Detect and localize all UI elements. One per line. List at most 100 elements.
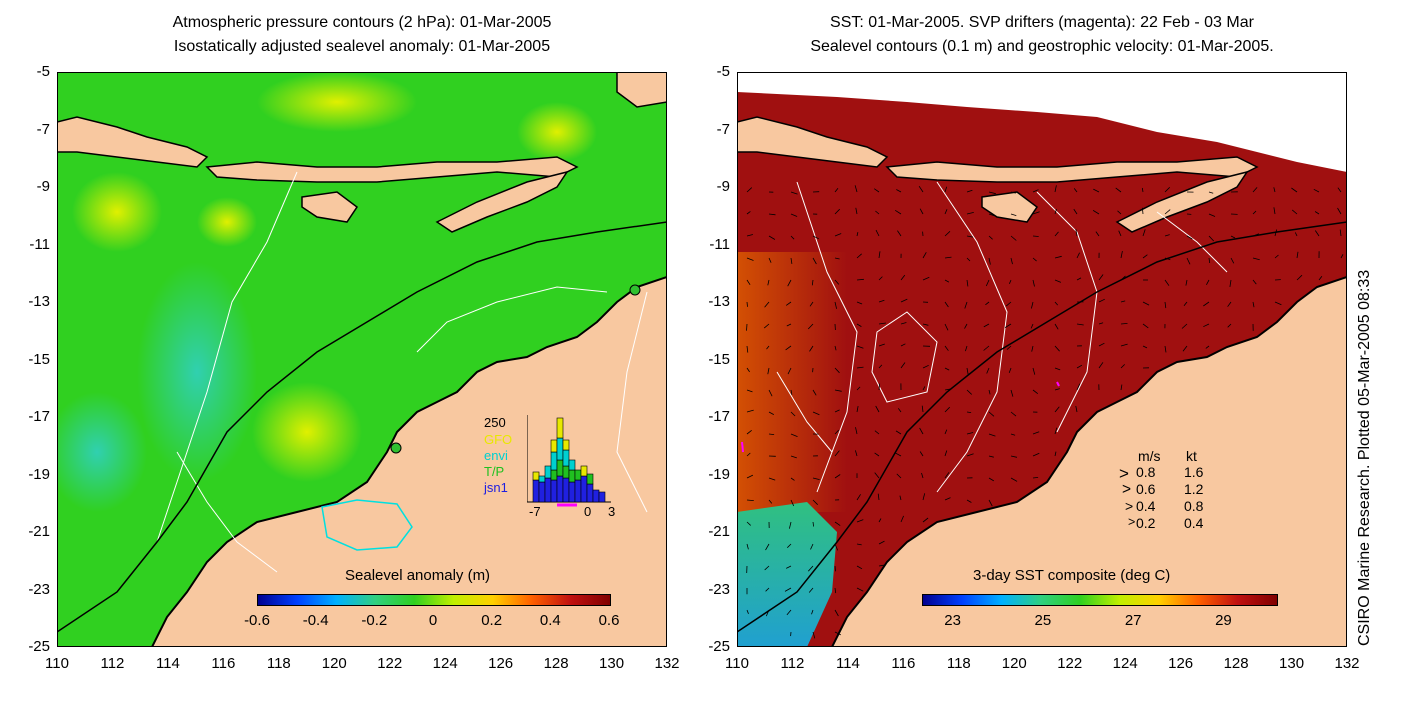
velocity-arrow: [922, 364, 929, 369]
velocity-arrow: [1073, 208, 1078, 215]
velocity-arrow: [896, 189, 902, 193]
velocity-arrow: [1054, 301, 1059, 306]
velocity-arrow: [746, 345, 749, 353]
velocity-arrow: [1004, 323, 1012, 328]
velocity-arrow: [786, 323, 792, 327]
velocity-arrow: [1010, 191, 1016, 194]
velocity-arrow: [787, 543, 792, 548]
velocity-arrow: [1164, 187, 1170, 193]
velocity-arrow: [988, 433, 996, 437]
velocity-arrow: [1054, 451, 1057, 457]
velocity-arrow: [812, 521, 814, 527]
land-north-island: [616, 72, 667, 108]
velocity-arrow: [786, 609, 792, 616]
velocity-arrow: [834, 521, 841, 526]
colorbar-tick-label: 0: [428, 612, 438, 629]
sealevel-contour-1: [796, 181, 858, 493]
velocity-arrow: [1120, 364, 1125, 369]
velocity-arrow: [746, 521, 751, 526]
velocity-arrow: [834, 188, 839, 193]
velocity-arrow: [1252, 301, 1255, 308]
velocity-arrow: [768, 235, 776, 240]
velocity-arrow: [900, 515, 904, 523]
velocity-arrow: [875, 229, 880, 237]
velocity-arrow: [1120, 343, 1128, 347]
velocity-arrow: [1208, 213, 1216, 217]
velocity-arrow: [988, 411, 995, 417]
x-tick-label: 114: [835, 655, 860, 672]
velocity-arrow: [878, 364, 883, 369]
velocity-arrow: [1229, 279, 1232, 287]
velocity-arrow: [1054, 345, 1060, 352]
y-tick-label: -7: [716, 120, 730, 138]
colorbar-tick-label: 23: [944, 612, 961, 629]
velocity-arrow: [1075, 405, 1078, 413]
velocity-arrow: [784, 587, 792, 592]
velocity-arrow: [1031, 345, 1034, 352]
velocity-arrow: [765, 543, 770, 551]
histogram-bars: [532, 417, 606, 503]
velocity-arrow: [808, 565, 814, 572]
velocity-arrow: [1010, 213, 1017, 216]
velocity-arrow: [856, 543, 862, 546]
velocity-arrow: [812, 499, 818, 505]
velocity-arrow: [944, 279, 950, 283]
x-tick-label: 122: [377, 655, 403, 672]
velocity-scale-arrow: >: [1128, 515, 1136, 529]
velocity-arrow: [964, 301, 968, 309]
velocity-arrow: [944, 231, 951, 237]
velocity-arrow: [1274, 301, 1282, 306]
station-marker-2: [629, 284, 641, 296]
velocity-arrow: [944, 388, 952, 391]
velocity-arrow: [746, 389, 753, 393]
velocity-arrow: [856, 565, 863, 570]
histogram-legend-item: T/P: [484, 464, 505, 479]
y-tick-label: -17: [28, 408, 50, 425]
velocity-arrow: [1164, 209, 1171, 215]
histogram-x-tick: -7: [529, 504, 541, 519]
land-java: [57, 116, 209, 168]
velocity-arrow: [1208, 257, 1211, 264]
y-tick-label: -25: [28, 638, 50, 655]
velocity-arrow: [1032, 367, 1036, 375]
velocity-arrow: [983, 345, 990, 351]
colorbar-tick-label: 0.2: [481, 612, 503, 629]
velocity-arrow: [785, 301, 792, 306]
velocity-arrow: [988, 477, 995, 482]
velocity-arrow: [834, 301, 837, 309]
land-australia: [830, 275, 1347, 647]
velocity-arrow: [790, 433, 798, 437]
velocity-arrow: [1120, 251, 1123, 259]
velocity-arrow: [856, 386, 861, 391]
x-tick-label: 126: [1168, 655, 1194, 672]
velocity-arrow: [856, 345, 864, 349]
y-tick-label: -7: [36, 120, 50, 138]
cloud-mask: [737, 72, 1347, 172]
y-tick-label: -5: [716, 63, 730, 80]
velocity-arrow: [896, 473, 902, 479]
x-tick-label: 128: [543, 655, 569, 672]
velocity-arrow: [812, 389, 817, 396]
velocity-arrow: [1142, 207, 1144, 215]
y-tick-label: -19: [28, 465, 50, 483]
velocity-arrow: [1010, 433, 1016, 436]
velocity-arrow: [966, 499, 972, 503]
velocity-arrow: [764, 565, 770, 571]
velocity-arrow: [746, 279, 751, 286]
contour-line-1: [156, 171, 298, 543]
x-tick-label: 130: [1279, 655, 1305, 672]
velocity-arrow: [983, 323, 990, 328]
velocity-arrow: [1032, 452, 1040, 457]
land-sumba: [301, 191, 359, 223]
velocity-arrow: [856, 323, 862, 327]
velocity-arrow: [1118, 230, 1122, 237]
velocity-arrow: [763, 323, 770, 329]
geostrophic-velocity-arrows: [746, 185, 1344, 639]
sealevel-contour-5: [1156, 211, 1228, 273]
velocity-arrow: [1296, 274, 1303, 281]
velocity-arrow: [874, 452, 880, 457]
right-colorbar: [922, 594, 1278, 606]
velocity-arrow: [919, 451, 924, 457]
velocity-arrow: [944, 472, 950, 479]
velocity-arrow: [1296, 251, 1299, 259]
